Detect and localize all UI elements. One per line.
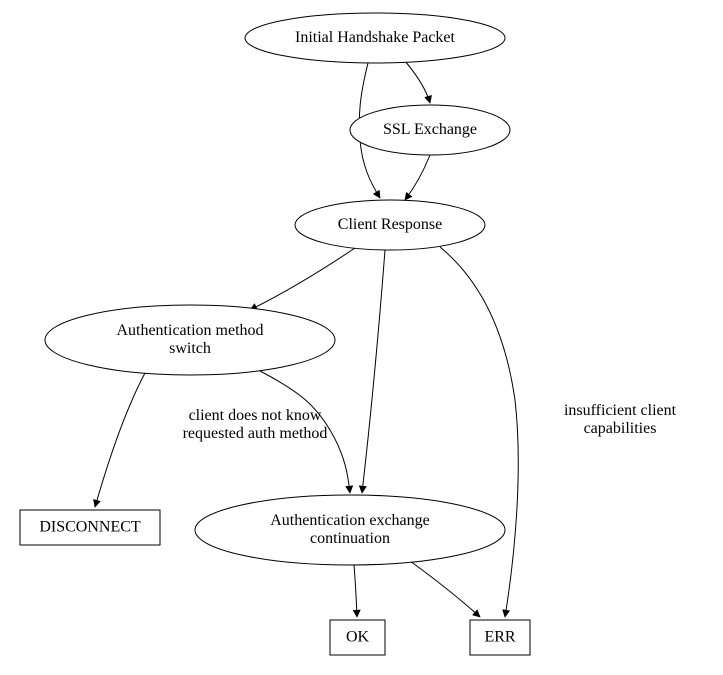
node-label-disc: DISCONNECT [39,518,141,535]
node-ok: OK [330,620,385,655]
node-cr: Client Response [295,200,485,250]
node-label-ihp: Initial Handshake Packet [295,29,456,46]
edge-cr-err [440,247,518,617]
edge-ams-disc [95,373,145,507]
node-label-ok: OK [346,628,370,645]
node-label-ssl: SSL Exchange [383,121,477,138]
edge-aec-err [410,561,480,617]
edge-cr-ams [250,248,355,310]
edge-aec-ok [354,565,357,617]
edge-label-cr-err: insufficient clientcapabilities [564,402,677,437]
node-label-err: ERR [484,628,515,645]
node-err: ERR [470,620,530,655]
node-ihp: Initial Handshake Packet [245,13,505,63]
flowchart-canvas: insufficient clientcapabilities client do… [0,0,723,675]
edge-ssl-cr [405,155,430,200]
edge-ihp-ssl [405,61,430,103]
node-label-cr: Client Response [338,216,442,233]
edge-cr-aec [362,250,385,493]
node-aec: Authentication exchangecontinuation [195,495,505,565]
node-ssl: SSL Exchange [350,105,510,155]
nodes-layer: Initial Handshake Packet SSL Exchange Clie… [20,13,530,655]
node-disc: DISCONNECT [20,510,160,545]
node-ams: Authentication methodswitch [45,305,335,375]
edge-label-ams-disc: client does not knowrequested auth metho… [183,407,328,442]
